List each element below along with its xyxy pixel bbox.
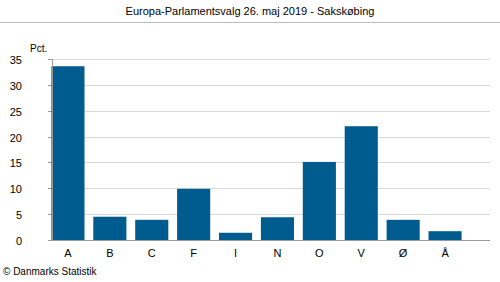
x-tick-label: C bbox=[148, 247, 156, 259]
grid-line bbox=[52, 214, 490, 215]
bar bbox=[303, 162, 336, 240]
title-rule bbox=[0, 22, 500, 23]
grid-line bbox=[52, 137, 490, 138]
grid-line bbox=[52, 240, 490, 241]
bar bbox=[345, 126, 378, 240]
x-tick-label: B bbox=[106, 247, 113, 259]
title: Europa-Parlamentsvalg 26. maj 2019 - Sak… bbox=[126, 5, 375, 17]
y-tick-label: 15 bbox=[10, 157, 22, 169]
grid-line bbox=[52, 111, 490, 112]
bar bbox=[428, 231, 461, 240]
grid-line bbox=[52, 85, 490, 86]
y-axis-label: Pct. bbox=[30, 43, 47, 54]
x-tick-label: A bbox=[64, 247, 72, 259]
x-tick-label: O bbox=[315, 247, 324, 259]
bar bbox=[387, 220, 420, 240]
x-tick-label: N bbox=[273, 247, 281, 259]
y-tick-label: 0 bbox=[16, 235, 22, 247]
x-tick-label: I bbox=[234, 247, 237, 259]
bar bbox=[177, 189, 210, 240]
grid-line bbox=[52, 162, 490, 163]
grid-line bbox=[52, 188, 490, 189]
y-tick-label: 35 bbox=[10, 54, 22, 66]
bar bbox=[219, 233, 252, 240]
bar bbox=[135, 220, 168, 240]
bar bbox=[51, 66, 84, 240]
y-tick-label: 10 bbox=[10, 183, 22, 195]
x-tick-label: Ø bbox=[399, 247, 408, 259]
bar bbox=[261, 217, 294, 240]
y-tick bbox=[48, 240, 52, 241]
x-tick-label: V bbox=[358, 247, 366, 259]
grid-line bbox=[52, 59, 490, 60]
y-tick-label: 25 bbox=[10, 106, 22, 118]
y-tick-label: 5 bbox=[16, 209, 22, 221]
x-tick-label: F bbox=[190, 247, 197, 259]
y-axis bbox=[52, 59, 53, 240]
chart-svg: Europa-Parlamentsvalg 26. maj 2019 - Sak… bbox=[0, 0, 500, 282]
x-tick-label: Å bbox=[441, 247, 449, 259]
y-tick-label: 30 bbox=[10, 80, 22, 92]
bar bbox=[93, 217, 126, 240]
bars bbox=[51, 66, 461, 240]
chart-container: Europa-Parlamentsvalg 26. maj 2019 - Sak… bbox=[0, 0, 500, 282]
y-tick-label: 20 bbox=[10, 132, 22, 144]
x-axis bbox=[52, 240, 490, 241]
y-tick bbox=[48, 59, 52, 60]
source: © Danmarks Statistik bbox=[3, 266, 98, 277]
